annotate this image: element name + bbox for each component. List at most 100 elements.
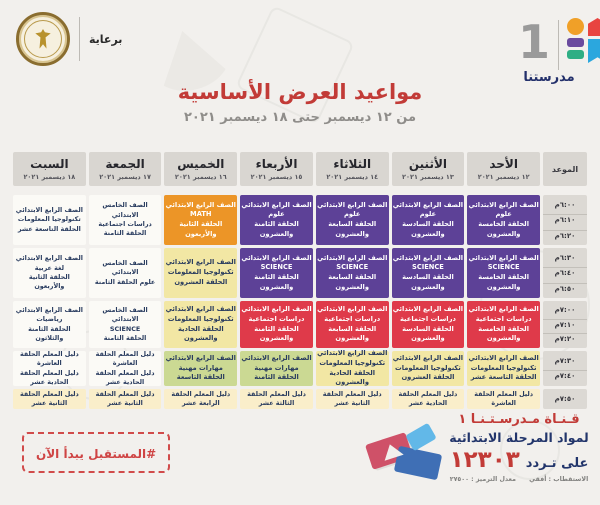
cell-line: الحلقة التاسعة عشر xyxy=(470,373,537,382)
cell-line: دراسات اجتماعية xyxy=(475,314,532,323)
time-slot-cell: ٦:٣٠م ٦:٤٠م ٦:٥٠م xyxy=(543,248,587,298)
day-date: ١٧ ديسمبر ٢٠٢١ xyxy=(99,172,151,181)
cell-line: الصف الرابع الابتدائي xyxy=(317,305,388,314)
day-name: السبت xyxy=(30,156,69,171)
cell-line: تكنولوجيا المعلومات xyxy=(17,215,81,224)
time-label: ٦:١٠م xyxy=(543,214,587,225)
cell-line: الصف الرابع الابتدائي xyxy=(468,253,539,262)
cell-line: SCIENCE xyxy=(487,263,520,272)
time-label: ٦:٥٠م xyxy=(543,282,587,294)
hashtag-box: #المستقبل يبدأ الآن xyxy=(22,432,171,473)
frequency-prefix: على تـردد xyxy=(525,456,589,471)
blue-flag-icon xyxy=(588,39,600,63)
cell-line: الحلقة السابعة والعشرون xyxy=(328,324,377,343)
cell-line: لغة عربية xyxy=(34,263,65,272)
cell-line: الحلقة الثانية والأربعون xyxy=(28,273,70,291)
schedule-cell: الصف الرابع الابتدائي دراسات اجتماعية الحل… xyxy=(315,301,389,348)
day-header: الثلاثاء ١٤ ديسمبر ٢٠٢١ xyxy=(315,152,389,186)
day-header: الأحد ١٢ ديسمبر ٢٠٢١ xyxy=(467,152,540,186)
day-header: الخميس ١٦ ديسمبر ٢٠٢١ xyxy=(164,152,238,186)
schedule-grid: الموعد الأحد ١٢ ديسمبر ٢٠٢١ الأثنين ١٣ ديسمب… xyxy=(13,152,587,409)
schedule-cell: دليل المعلم الحلقة العاشرة xyxy=(467,389,540,409)
cell-line: علوم الحلقة الثامنة xyxy=(94,277,156,286)
schedule-cell: الصف الرابع الابتدائي دراسات اجتماعية الحل… xyxy=(467,301,540,348)
schedule-cell: الصف الرابع الابتدائي مهارات مهنية الحلقة … xyxy=(240,351,313,386)
cell-line: الصف الرابع الابتدائي xyxy=(317,200,388,209)
cell-line: SCIENCE xyxy=(412,263,444,272)
day-name: الخميس xyxy=(177,156,225,171)
cell-line: الحلقة الثامنة والعشرون xyxy=(254,324,299,343)
time-label: ٧:١٠م xyxy=(543,318,587,330)
cell-line: دليل المعلم الحلقة الحادية عشر xyxy=(19,368,79,386)
schedule-cell: الصف الرابع الابتدائي علوم الحلقة السادسة … xyxy=(391,195,465,245)
time-slot-cell: ٧:٥٠م xyxy=(543,389,587,409)
cell-line: دليل المعلم الحلقة العاشرة xyxy=(95,349,155,368)
time-slot-cell: ٧:٠٠م ٧:١٠م ٧:٢٠م xyxy=(543,301,587,348)
cell-line: الحلقة السادسة والعشرون xyxy=(402,273,454,291)
schedule-cell: الصف الرابع الابتدائي تكنولوجيا المعلومات… xyxy=(164,248,238,298)
cell-line: الصف الرابع الابتدائي xyxy=(15,254,83,263)
cell-line: الحلقة العشرون xyxy=(401,373,455,382)
time-label: ٧:٤٠م xyxy=(543,370,587,381)
cell-line: الصف الرابع الابتدائي xyxy=(468,353,539,362)
divider xyxy=(558,20,560,70)
schedule-cell: الصف الرابع الابتدائي MATH الحلقة الثانية … xyxy=(164,195,238,245)
schedule-cell: الصف الرابع الابتدائي مهارات مهنية الحلقة … xyxy=(164,351,238,386)
schedule-cell: الصف الرابع الابتدائي SCIENCE الحلقة الساد… xyxy=(391,248,465,298)
cell-line: الحلقة السادسة والعشرون xyxy=(402,220,454,238)
schedule-cell: الصف الخامس الابتدائي علوم الحلقة الثامنة xyxy=(88,248,162,298)
cell-line: الصف الرابع الابتدائي xyxy=(165,200,236,209)
schedule-cell: الصف الرابع الابتدائي SCIENCE الحلقة الثام… xyxy=(240,248,313,298)
cell-line: الصف الرابع الابتدائي xyxy=(165,258,236,267)
cell-line: دليل المعلم الحلقة الثانية عشر xyxy=(19,389,79,407)
schedule-cell: الصف الرابع الابتدائي تكنولوجيا المعلومات… xyxy=(164,301,238,348)
cell-line: الصف الرابع الابتدائي xyxy=(15,206,83,215)
day-header: الجمعة ١٧ ديسمبر ٢٠٢١ xyxy=(88,152,162,186)
schedule-cell: دليل المعلم الحلقة الثانية عشر xyxy=(88,389,162,409)
day-date: ١٨ ديسمبر ٢٠٢١ xyxy=(23,172,76,181)
schedule-cell: دليل المعلم الحلقة الثانية عشر xyxy=(13,389,86,409)
schedule-cell: الصف الخامس الابتدائي SCIENCE الحلقة الثام… xyxy=(88,301,162,348)
cell-line: الصف الرابع الابتدائي xyxy=(317,253,388,262)
schedule-cell: دليل المعلم الحلقة الحادية عشر xyxy=(391,389,465,409)
schedule-cell: الصف الرابع الابتدائي تكنولوجيا المعلومات… xyxy=(391,351,465,386)
channel-title: قـنـاة مـدرسـتـنـا ١ xyxy=(458,412,580,427)
cell-line: الصف الرابع الابتدائي xyxy=(241,200,312,209)
cell-line: علوم xyxy=(268,210,285,219)
cell-line: دراسات اجتماعية xyxy=(324,314,381,323)
hashtag-text: #المستقبل يبدأ الآن xyxy=(36,447,157,461)
purple-bar-icon xyxy=(567,38,585,47)
cell-line: تكنولوجيا المعلومات xyxy=(395,363,461,372)
time-label: ٦:٢٠م xyxy=(543,229,587,241)
cell-line: دليل المعلم الحلقة العاشرة xyxy=(474,389,534,407)
paper-planes-icon xyxy=(358,420,448,490)
day-header: الأثنين ١٣ ديسمبر ٢٠٢١ xyxy=(391,152,465,186)
schedule-cell: الصف الرابع الابتدائي علوم الحلقة الثامنة … xyxy=(240,195,313,245)
cell-line: الصف الرابع الابتدائي xyxy=(392,305,464,314)
cell-line: الصف الرابع الابتدائي xyxy=(165,305,236,314)
cell-line: تكنولوجيا المعلومات xyxy=(470,363,537,372)
day-header: السبت ١٨ ديسمبر ٢٠٢١ xyxy=(13,152,86,186)
time-slot-cell: ٦:٠٠م ٦:١٠م ٦:٢٠م xyxy=(543,195,587,245)
divider xyxy=(79,17,80,61)
day-date: ١٥ ديسمبر ٢٠٢١ xyxy=(250,172,303,181)
cell-line: تكنولوجيا المعلومات xyxy=(167,314,234,323)
cell-line: الصف الرابع الابتدائي xyxy=(468,200,539,209)
time-label: ٧:٥٠م xyxy=(554,395,576,403)
orange-circle-icon xyxy=(567,18,585,35)
cell-line: الحلقة الثامنة xyxy=(254,373,299,382)
cell-line: تكنولوجيا المعلومات xyxy=(319,358,386,367)
frequency-value: ١٢٣٠٣ xyxy=(449,447,520,473)
cell-line: دليل المعلم الحلقة الرابعة عشر xyxy=(171,389,231,407)
day-header: الأربعاء ١٥ ديسمبر ٢٠٢١ xyxy=(240,152,313,186)
cell-line: الصف الرابع الابتدائي xyxy=(392,353,464,362)
cell-line: علوم xyxy=(495,210,512,219)
cell-line: الحلقة السابعة والعشرون xyxy=(328,220,377,238)
cell-line: MATH xyxy=(190,210,212,219)
cell-line: SCIENCE xyxy=(336,263,369,272)
cell-line: الصف الرابع الابتدائي xyxy=(241,353,312,362)
day-name: الأربعاء xyxy=(255,156,298,171)
frequency-line: على تـردد ١٢٣٠٣ xyxy=(448,448,590,472)
cell-line: رياضيات xyxy=(36,315,63,324)
cell-line: الصف الرابع الابتدائي xyxy=(392,253,464,262)
